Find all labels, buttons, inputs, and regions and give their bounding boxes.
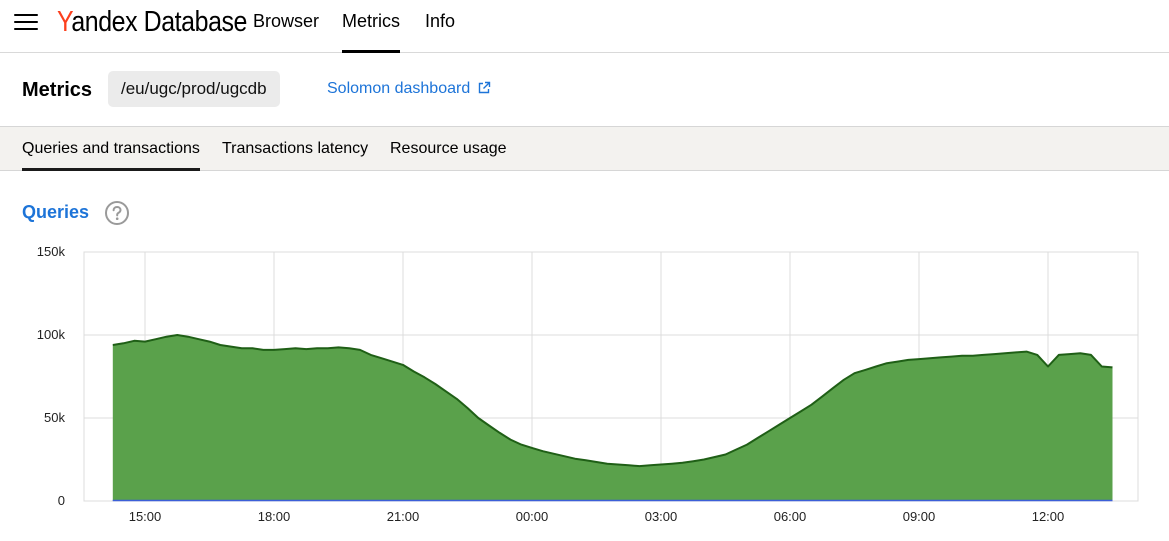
logo-letter: Y xyxy=(57,6,72,38)
metrics-tabs: Queries and transactions Transactions la… xyxy=(0,126,1169,171)
x-tick-label: 21:00 xyxy=(387,509,420,524)
x-tick-label: 12:00 xyxy=(1032,509,1065,524)
external-link-icon xyxy=(479,81,491,94)
tab-transactions-latency[interactable]: Transactions latency xyxy=(222,140,369,157)
x-tick-label: 00:00 xyxy=(516,509,549,524)
queries-area xyxy=(112,335,1113,501)
x-tick-label: 09:00 xyxy=(903,509,936,524)
x-tick-label: 18:00 xyxy=(258,509,291,524)
question-circle-icon[interactable] xyxy=(104,200,130,226)
nav-info[interactable]: Info xyxy=(425,11,456,31)
logo-text: andex Database xyxy=(71,6,247,38)
x-tick-label: 06:00 xyxy=(774,509,807,524)
tab-queries-and-transactions[interactable]: Queries and transactions xyxy=(22,127,200,171)
queries-section-title[interactable]: Queries xyxy=(22,202,90,222)
nav-browser[interactable]: Browser xyxy=(253,11,320,31)
y-tick-label: 0 xyxy=(58,493,65,508)
solomon-dashboard-link[interactable]: Solomon dashboard xyxy=(327,77,491,101)
database-path-chip: /eu/ugc/prod/ugcdb xyxy=(108,71,280,107)
y-tick-label: 150k xyxy=(37,244,66,259)
page-title: Metrics xyxy=(22,79,93,101)
tab-resource-usage[interactable]: Resource usage xyxy=(390,140,507,157)
nav-metrics[interactable]: Metrics xyxy=(342,0,400,53)
solomon-dashboard-label: Solomon dashboard xyxy=(327,80,471,97)
x-tick-label: 15:00 xyxy=(129,509,162,524)
queries-chart[interactable]: 0 50k 100k 150k 15:00 18:00 21:00 00:00 03:00 06:… xyxy=(0,240,1169,540)
queries-line xyxy=(112,334,1113,468)
top-bar: Yandex Database Browser Metrics Info xyxy=(0,0,1169,53)
y-tick-label: 100k xyxy=(37,327,66,342)
app-logo[interactable]: Yandex Database xyxy=(57,4,247,40)
hamburger-menu-icon[interactable] xyxy=(14,13,38,31)
x-tick-label: 03:00 xyxy=(645,509,678,524)
y-tick-label: 50k xyxy=(44,410,65,425)
